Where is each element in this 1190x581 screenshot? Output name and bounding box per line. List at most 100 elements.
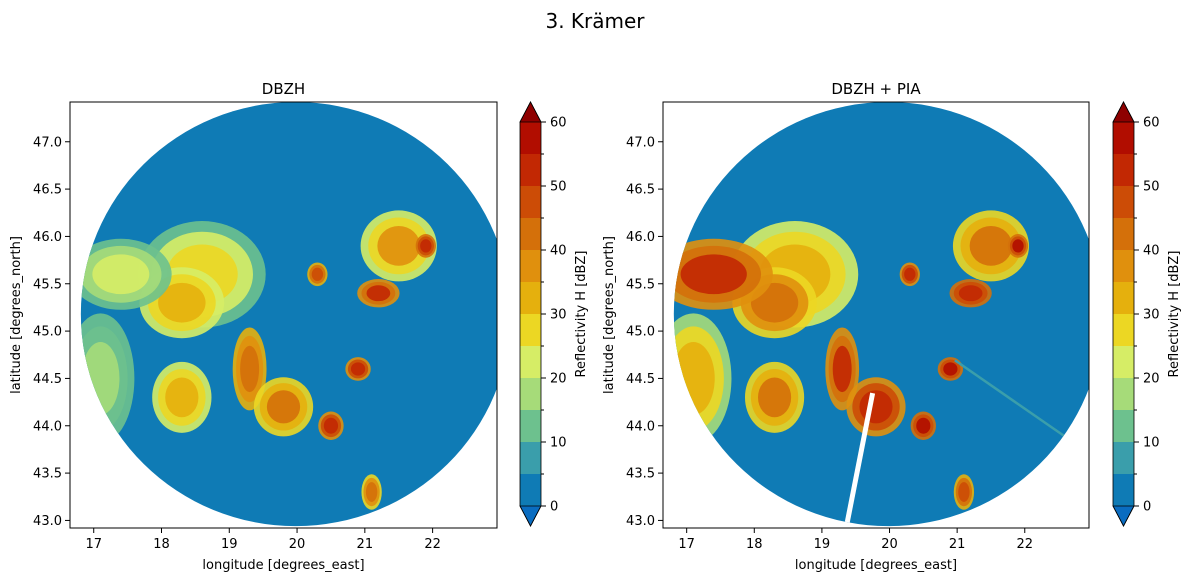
x-tick-label-5: 22 [1016,537,1033,552]
precip-cell-7-ring-2 [323,417,339,434]
x-tick-label-2: 19 [814,537,831,552]
y-axis-label: latitude [degrees_north] [602,236,617,394]
colorbar-segment-3 [1113,378,1134,410]
precip-cell-2-ring-2 [92,254,150,295]
colorbar-segment-5 [1113,314,1134,346]
colorbar-segment-0 [520,474,541,506]
colorbar-tick-label-4: 40 [550,244,567,259]
y-tick-label-2: 44.0 [33,419,62,434]
y-tick-label-0: 43.0 [626,514,655,529]
precip-cell-11-ring-2 [1012,239,1024,253]
colorbar-tick-label-3: 30 [1143,308,1160,323]
x-tick-label-2: 19 [221,537,238,552]
colorbar-segment-2 [520,410,541,442]
y-tick-label-6: 46.0 [33,230,62,245]
y-axis-label: latitude [degrees_north] [9,236,24,394]
precip-cell-4-ring-2 [758,377,792,418]
y-tick-label-8: 47.0 [33,135,62,150]
colorbar-segment-7 [520,250,541,282]
y-tick-label-4: 45.0 [626,325,655,340]
precip-cell-13-ring-2 [958,482,970,502]
colorbar-tick-label-2: 20 [1143,372,1160,387]
x-tick-label-0: 17 [678,537,695,552]
precip-cell-10-ring-2 [969,226,1013,266]
colorbar-segment-10 [520,154,541,186]
colorbar-segment-11 [520,122,541,154]
precip-cell-9-ring-2 [366,285,391,302]
colorbar-tick-label-1: 10 [550,436,567,451]
precip-cell-3-ring-2 [673,341,715,415]
panel-title: DBZH + PIA [831,80,921,98]
x-tick-label-1: 18 [153,537,170,552]
x-tick-label-3: 20 [881,537,898,552]
x-tick-label-4: 21 [357,537,374,552]
colorbar-extend-min [519,505,542,527]
colorbar-label: Reflectivity H [dBZ] [574,251,589,378]
artifact-ray-0 [842,392,876,527]
precip-cell-1-ring-2 [158,282,206,323]
colorbar-tick-label-6: 60 [1143,116,1160,131]
precip-cell-9-ring-2 [958,285,983,302]
x-tick-label-0: 17 [85,537,102,552]
colorbar-tick-label-0: 0 [1143,500,1151,515]
colorbar-extend-max [519,101,542,123]
x-tick-label-5: 22 [424,537,441,552]
precip-cell-11-ring-2 [420,239,432,253]
y-tick-label-7: 46.5 [626,183,655,198]
precip-cells [80,210,437,510]
colorbar-tick-label-2: 20 [550,372,567,387]
colorbar-label: Reflectivity H [dBZ] [1167,251,1182,378]
y-tick-label-1: 43.5 [626,467,655,482]
colorbar-segment-8 [1113,218,1134,250]
colorbar-segment-1 [520,442,541,474]
precip-cell-3-ring-2 [81,341,120,415]
x-axis-label: longitude [degrees_east] [795,558,957,573]
colorbar-segment-9 [520,186,541,218]
precip-cell-7-ring-2 [916,417,931,434]
radar-field [673,102,1089,527]
colorbar-segment-11 [1113,122,1134,154]
x-tick-label-1: 18 [746,537,763,552]
colorbar-segment-9 [1113,186,1134,218]
colorbar-tick-label-6: 60 [550,116,567,131]
colorbar-segment-6 [520,282,541,314]
plot-frame [662,101,1090,529]
colorbar-segment-10 [1113,154,1134,186]
y-tick-label-3: 44.5 [33,372,62,387]
y-tick-label-5: 45.5 [626,277,655,292]
x-tick-label-4: 21 [949,537,966,552]
colorbar-tick-label-3: 30 [550,308,567,323]
y-tick-label-4: 45.0 [33,325,62,340]
y-tick-label-1: 43.5 [33,467,62,482]
precip-cell-5-ring-2 [240,345,260,393]
precip-cell-2-ring-2 [680,254,747,295]
precip-cell-5-ring-2 [832,345,852,393]
colorbar-segment-6 [1113,282,1134,314]
colorbar-segment-2 [1113,410,1134,442]
panel-title: DBZH [262,80,305,98]
colorbar-segment-0 [1113,474,1134,506]
panels: DBZH 17 18 19 20 21 22 43.0 43.5 44.0 44.5 45.0 45.5… [9,80,1182,573]
panel-2: DBZH + PIA 17 18 19 20 21 22 43.0 43.5 44.0 44.5 45… [602,80,1182,573]
precip-cell-12-ring-2 [311,267,324,281]
y-tick-label-7: 46.5 [33,183,62,198]
x-tick-label-3: 20 [289,537,306,552]
colorbar-segment-4 [520,346,541,378]
x-axis-label: longitude [degrees_east] [202,558,364,573]
colorbar-segment-7 [1113,250,1134,282]
precip-cell-8-ring-2 [943,362,958,376]
precip-cell-4-ring-2 [165,377,199,418]
y-tick-label-2: 44.0 [626,419,655,434]
colorbar: 0 10 20 30 40 50 60 Reflectivity H [dBZ] [1112,101,1182,527]
colorbar-tick-label-5: 50 [1143,180,1160,195]
precip-cell-8-ring-2 [350,362,366,376]
precip-cell-6-ring-2 [859,390,893,424]
precip-cell-13-ring-2 [365,482,378,502]
colorbar-segment-3 [520,378,541,410]
y-tick-label-5: 45.5 [33,277,62,292]
colorbar-tick-label-5: 50 [550,180,567,195]
colorbar-segment-8 [520,218,541,250]
y-tick-label-0: 43.0 [33,514,62,529]
panel-1: DBZH 17 18 19 20 21 22 43.0 43.5 44.0 44.5 45.0 45.5… [9,80,589,573]
